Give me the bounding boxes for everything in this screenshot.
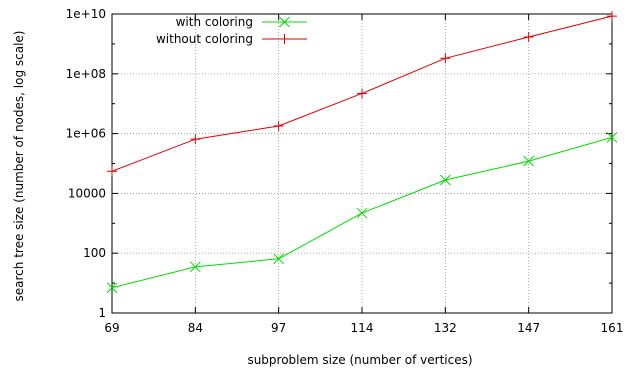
data-point-with-coloring (523, 155, 535, 167)
series (106, 11, 618, 294)
x-tick-label: 97 (271, 321, 286, 335)
x-tick-label: 161 (601, 321, 624, 335)
x-tick-label: 147 (517, 321, 540, 335)
x-tick-label: 84 (188, 321, 203, 335)
data-point-without-coloring (190, 134, 201, 145)
grid (112, 14, 612, 313)
data-point-with-coloring (606, 131, 618, 143)
y-tick-label: 1e+08 (66, 67, 106, 81)
x-tick-label: 69 (104, 321, 119, 335)
axes: 69 84 97 114 132 147 161 1 100 10000 1e+06 1e+08 1e+… (66, 7, 624, 335)
data-point-with-coloring (273, 253, 285, 265)
marker-stroke (523, 155, 535, 167)
data-point-without-coloring (273, 120, 284, 131)
legend-label-without-coloring: without coloring (156, 32, 253, 46)
data-point-without-coloring (607, 11, 617, 22)
plot-border (111, 13, 613, 314)
x-axis-title: subproblem size (number of vertices) (247, 353, 472, 367)
data-point-with-coloring (356, 207, 368, 219)
data-point-with-coloring (106, 282, 118, 294)
marker-stroke (606, 131, 618, 143)
marker-stroke (279, 16, 290, 28)
data-point-with-coloring (189, 261, 201, 273)
y-tick-label: 1e+06 (66, 127, 106, 141)
x-tick-label: 114 (351, 321, 374, 335)
marker-stroke (273, 253, 285, 265)
data-point-without-coloring (440, 53, 451, 64)
data-point-with-coloring (439, 174, 451, 186)
legend-marker-with-coloring (279, 16, 290, 28)
marker-stroke (189, 261, 201, 273)
legend-marker-without-coloring (279, 34, 290, 44)
y-tick-label: 1 (98, 306, 106, 320)
data-point-without-coloring (357, 88, 367, 99)
marker-stroke (356, 207, 368, 219)
x-tick-label: 132 (434, 321, 457, 335)
y-axis-title: search tree size (number of nodes, log s… (12, 31, 26, 302)
marker-stroke (106, 282, 118, 294)
y-tick-label: 1e+10 (66, 7, 106, 21)
data-point-without-coloring (107, 166, 117, 177)
y-tick-label: 10000 (68, 186, 106, 200)
legend: with coloring without coloring (156, 15, 307, 46)
legend-label-with-coloring: with coloring (176, 15, 253, 29)
y-tick-label: 100 (83, 246, 106, 260)
data-point-without-coloring (523, 32, 534, 43)
marker-stroke (439, 174, 451, 186)
